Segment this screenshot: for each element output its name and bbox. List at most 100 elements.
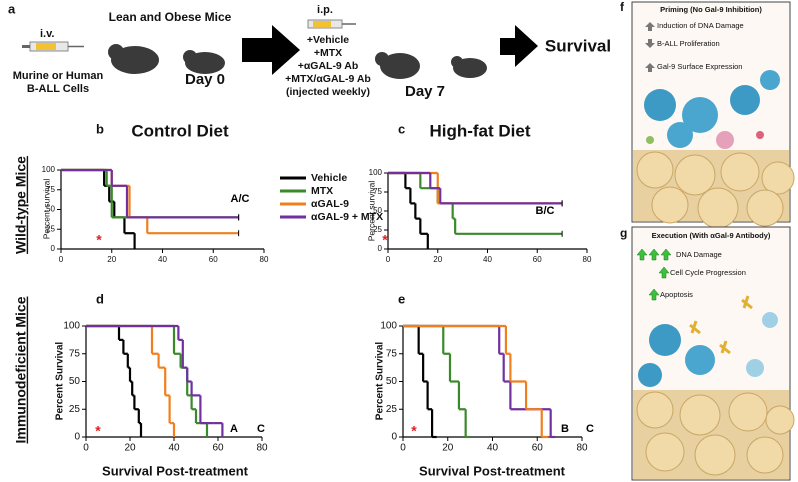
y-tick-label: 50 bbox=[386, 376, 398, 387]
y-tick-label: 50 bbox=[46, 205, 55, 214]
x-tick-label: 0 bbox=[400, 443, 406, 454]
y-tick-label: 75 bbox=[69, 348, 81, 359]
x-tick-label: 20 bbox=[442, 443, 454, 454]
y-axis-label: Percent Survival bbox=[55, 342, 66, 421]
y-tick-label: 50 bbox=[373, 206, 382, 215]
annotation: * bbox=[95, 423, 101, 439]
day-label: Day 7 bbox=[405, 83, 445, 100]
arrow bbox=[500, 25, 538, 67]
panel-label: e bbox=[398, 291, 405, 306]
treatment: +MTX/αGAL-9 Ab bbox=[285, 73, 371, 85]
arrow-icons bbox=[645, 22, 655, 72]
annotation: C bbox=[586, 423, 594, 435]
x-tick-label: 80 bbox=[583, 255, 592, 264]
row-label: Wild-type Mice bbox=[13, 156, 29, 254]
annotation: * bbox=[382, 232, 388, 248]
annotation: B/C bbox=[536, 205, 555, 217]
panel-item: Apoptosis bbox=[660, 290, 693, 299]
panel-item: B-ALL Proliferation bbox=[657, 39, 720, 48]
x-tick-label: 80 bbox=[256, 443, 268, 454]
annotation: A/C bbox=[231, 193, 250, 205]
syringe-icon bbox=[22, 41, 84, 52]
x-tick-label: 40 bbox=[483, 255, 492, 264]
treatment: +Vehicle bbox=[307, 34, 349, 46]
y-axis-label: Percent Survival bbox=[375, 342, 386, 421]
x-tick-label: 0 bbox=[59, 255, 64, 264]
x-tick-label: 60 bbox=[209, 255, 218, 264]
y-tick-label: 0 bbox=[378, 244, 383, 253]
x-tick-label: 80 bbox=[260, 255, 269, 264]
panel-label: d bbox=[96, 291, 104, 306]
panel-item: Gal-9 Surface Expression bbox=[657, 62, 742, 71]
y-tick-label: 25 bbox=[373, 225, 382, 234]
panel-item: Cell Cycle Progression bbox=[670, 268, 746, 277]
panel-label: c bbox=[398, 121, 405, 136]
panel-label: g bbox=[620, 226, 627, 240]
treatment: +αGAL-9 Ab bbox=[298, 60, 359, 72]
y-tick-label: 100 bbox=[63, 321, 80, 332]
cell-illustration bbox=[633, 70, 795, 229]
x-tick-label: 40 bbox=[168, 443, 180, 454]
annotation: B bbox=[561, 423, 569, 435]
route-label: i.v. bbox=[40, 28, 54, 40]
legend-label: αGAL-9 + MTX bbox=[311, 211, 383, 223]
row-label: Immunodeficient Mice bbox=[13, 296, 29, 443]
outcome: Survival bbox=[545, 36, 611, 55]
y-tick-label: 25 bbox=[386, 404, 398, 415]
annotation: * bbox=[411, 423, 417, 439]
cells-label: Murine or Human bbox=[13, 70, 104, 82]
x-tick-label: 40 bbox=[158, 255, 167, 264]
x-tick-label: 0 bbox=[386, 255, 391, 264]
y-tick-label: 100 bbox=[369, 168, 383, 177]
legend-label: Vehicle bbox=[311, 172, 347, 184]
syringe-icon bbox=[307, 19, 356, 29]
legend-label: αGAL-9 bbox=[311, 198, 349, 210]
mice-title: Lean and Obese Mice bbox=[109, 10, 232, 24]
y-tick-label: 0 bbox=[391, 432, 397, 443]
y-tick-label: 0 bbox=[74, 432, 80, 443]
y-tick-label: 75 bbox=[373, 187, 382, 196]
panel-item: Induction of DNA Damage bbox=[657, 21, 744, 30]
route-label: i.p. bbox=[317, 4, 333, 16]
x-axis-label: Survival Post-treatment bbox=[419, 463, 566, 478]
y-tick-label: 75 bbox=[386, 348, 398, 359]
panel-label: f bbox=[620, 0, 625, 14]
day-label: Day 0 bbox=[185, 71, 225, 88]
y-tick-label: 100 bbox=[42, 165, 56, 174]
x-axis-label: Survival Post-treatment bbox=[102, 463, 249, 478]
panel-item: DNA Damage bbox=[676, 250, 722, 259]
panel-title: Execution (With αGal-9 Antibody) bbox=[652, 231, 771, 240]
panel-label: a bbox=[8, 1, 16, 16]
annotation: * bbox=[96, 232, 102, 248]
treatment: (injected weekly) bbox=[286, 86, 370, 98]
y-tick-label: 25 bbox=[69, 404, 81, 415]
x-tick-label: 20 bbox=[107, 255, 116, 264]
annotation: C bbox=[257, 423, 265, 435]
cell-illustration bbox=[633, 295, 795, 479]
panel-label: b bbox=[96, 121, 104, 136]
y-tick-label: 50 bbox=[69, 376, 81, 387]
chart-title: High-fat Diet bbox=[429, 121, 530, 140]
y-axis-label: Percent survival bbox=[366, 181, 376, 242]
x-tick-label: 40 bbox=[487, 443, 499, 454]
arrow bbox=[242, 25, 300, 75]
cells-label: B-ALL Cells bbox=[27, 83, 89, 95]
legend-label: MTX bbox=[311, 185, 333, 197]
y-tick-label: 0 bbox=[51, 244, 56, 253]
x-tick-label: 60 bbox=[532, 443, 544, 454]
treatment: +MTX bbox=[314, 47, 342, 59]
x-tick-label: 20 bbox=[124, 443, 136, 454]
x-tick-label: 60 bbox=[533, 255, 542, 264]
annotation: A bbox=[230, 423, 238, 435]
chart-title: Control Diet bbox=[131, 121, 229, 140]
x-tick-label: 0 bbox=[83, 443, 89, 454]
x-tick-label: 80 bbox=[576, 443, 588, 454]
x-tick-label: 20 bbox=[433, 255, 442, 264]
y-tick-label: 100 bbox=[380, 321, 397, 332]
arrow-icons bbox=[636, 248, 672, 301]
x-tick-label: 60 bbox=[212, 443, 224, 454]
panel-title: Priming (No Gal-9 Inhibition) bbox=[660, 5, 762, 14]
y-axis-label: Percent survival bbox=[41, 179, 51, 240]
y-tick-label: 75 bbox=[46, 185, 55, 194]
